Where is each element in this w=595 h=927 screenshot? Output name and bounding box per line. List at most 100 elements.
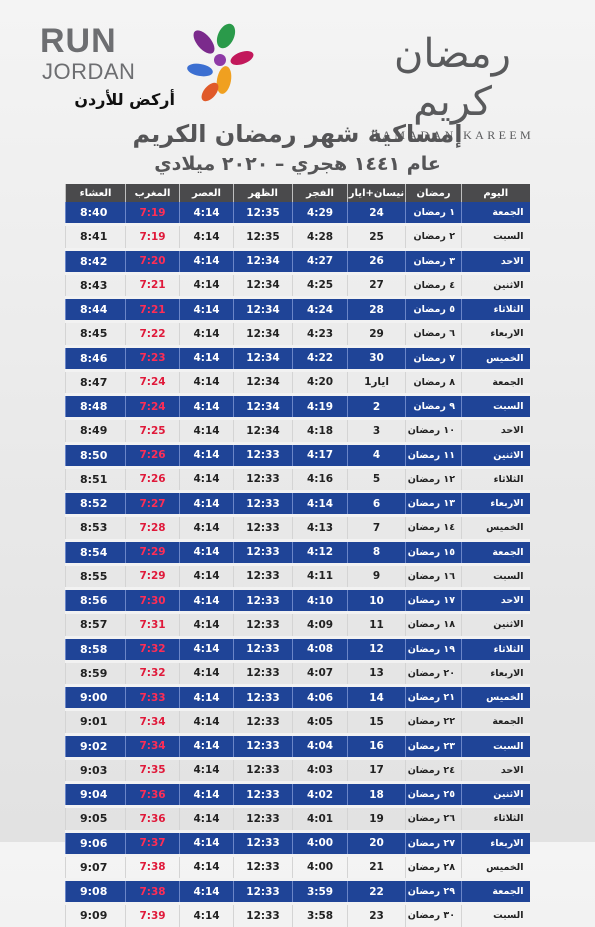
cell-fajr: 4:18 xyxy=(292,417,348,443)
cell-greg: 21 xyxy=(347,853,406,880)
cell-isha: 8:43 xyxy=(65,271,126,298)
cell-fajr: 4:04 xyxy=(292,732,348,759)
cell-fajr: 4:06 xyxy=(292,683,348,710)
cell-dhuhr: 12:34 xyxy=(233,344,293,371)
cell-greg: 3 xyxy=(347,417,406,443)
cell-ramadan: ١٨ رمضان xyxy=(405,611,462,637)
cell-day: السبت xyxy=(461,392,530,419)
cell-ramadan: ٢ رمضان xyxy=(405,223,462,249)
cell-day: الخميس xyxy=(461,514,530,540)
cell-isha: 8:45 xyxy=(65,320,126,346)
cell-asr: 4:14 xyxy=(179,489,234,516)
cell-ramadan: ٢٧ رمضان xyxy=(405,829,462,856)
cell-asr: 4:14 xyxy=(179,611,234,637)
cell-fajr: 4:00 xyxy=(292,829,348,856)
cell-fajr: 4:25 xyxy=(292,271,348,298)
cell-maghrib: 7:26 xyxy=(125,441,180,468)
cell-day: السبت xyxy=(461,223,530,249)
cell-ramadan: ٥ رمضان xyxy=(405,295,462,322)
cell-dhuhr: 12:33 xyxy=(233,611,293,637)
cell-asr: 4:14 xyxy=(179,320,234,346)
cell-asr: 4:14 xyxy=(179,441,234,468)
cell-fajr: 4:10 xyxy=(292,586,348,613)
cell-day: الاثنين xyxy=(461,611,530,637)
cell-asr: 4:14 xyxy=(179,853,234,880)
cell-dhuhr: 12:34 xyxy=(233,417,293,443)
cell-maghrib: 7:35 xyxy=(125,756,180,783)
cell-fajr: 4:03 xyxy=(292,756,348,783)
ramadan-kareem-latin: RAMADAN KAREEM xyxy=(370,128,535,142)
table-row: 8:41 7:19 4:14 12:35 4:28 25 ٢ رمضان السبت xyxy=(65,223,530,249)
cell-day: الخميس xyxy=(461,344,530,371)
cell-isha: 8:40 xyxy=(65,202,126,225)
cell-isha: 9:00 xyxy=(65,683,126,710)
cell-ramadan: ١ رمضان xyxy=(405,202,462,225)
table-row: 8:43 7:21 4:14 12:34 4:25 27 ٤ رمضان الاثنين xyxy=(65,271,530,298)
cell-ramadan: ٨ رمضان xyxy=(405,368,462,395)
cell-isha: 9:05 xyxy=(65,805,126,831)
cell-maghrib: 7:32 xyxy=(125,659,180,686)
jordan-wordmark: JORDAN xyxy=(42,59,136,84)
cell-maghrib: 7:28 xyxy=(125,514,180,540)
cell-ramadan: ٣٠ رمضان xyxy=(405,902,462,927)
cell-greg: 19 xyxy=(347,805,406,831)
cell-fajr: 4:28 xyxy=(292,223,348,249)
cell-maghrib: 7:36 xyxy=(125,780,180,807)
cell-day: الاربعاء xyxy=(461,320,530,346)
cell-asr: 4:14 xyxy=(179,368,234,395)
cell-ramadan: ٧ رمضان xyxy=(405,344,462,371)
col-header-asr: العصر xyxy=(179,184,234,202)
cell-maghrib: 7:29 xyxy=(125,562,180,589)
run-jordan-arabic: أركض للأردن xyxy=(74,90,175,109)
cell-ramadan: ١١ رمضان xyxy=(405,441,462,468)
cell-greg: 17 xyxy=(347,756,406,783)
table-row: 8:50 7:26 4:14 12:33 4:17 4 ١١ رمضان الاثنين xyxy=(65,441,530,468)
cell-isha: 8:53 xyxy=(65,514,126,540)
cell-fajr: 4:01 xyxy=(292,805,348,831)
cell-asr: 4:14 xyxy=(179,562,234,589)
cell-ramadan: ٤ رمضان xyxy=(405,271,462,298)
cell-asr: 4:14 xyxy=(179,247,234,274)
run-wordmark: RUN xyxy=(40,22,117,60)
table-row: 8:54 7:29 4:14 12:33 4:12 8 ١٥ رمضان الجمعة xyxy=(65,538,530,565)
table-row: 9:01 7:34 4:14 12:33 4:05 15 ٢٢ رمضان الجمعة xyxy=(65,708,530,734)
cell-fajr: 4:19 xyxy=(292,392,348,419)
table-row: 9:08 7:38 4:14 12:33 3:59 22 ٢٩ رمضان الجمعة xyxy=(65,877,530,904)
cell-maghrib: 7:22 xyxy=(125,320,180,346)
cell-maghrib: 7:24 xyxy=(125,392,180,419)
cell-fajr: 4:29 xyxy=(292,202,348,225)
cell-dhuhr: 12:33 xyxy=(233,853,293,880)
cell-fajr: 4:22 xyxy=(292,344,348,371)
cell-asr: 4:14 xyxy=(179,417,234,443)
table-row: 8:52 7:27 4:14 12:33 4:14 6 ١٣ رمضان الاربعاء xyxy=(65,489,530,516)
cell-fajr: 4:09 xyxy=(292,611,348,637)
cell-asr: 4:14 xyxy=(179,202,234,225)
cell-day: الثلاثاء xyxy=(461,295,530,322)
table-row: 9:09 7:39 4:14 12:33 3:58 23 ٣٠ رمضان السبت xyxy=(65,902,530,927)
cell-asr: 4:14 xyxy=(179,295,234,322)
cell-maghrib: 7:29 xyxy=(125,538,180,565)
cell-greg: 23 xyxy=(347,902,406,927)
cell-ramadan: ٢٩ رمضان xyxy=(405,877,462,904)
cell-greg: 12 xyxy=(347,635,406,662)
cell-ramadan: ٢٠ رمضان xyxy=(405,659,462,686)
cell-greg: 8 xyxy=(347,538,406,565)
cell-greg: 28 xyxy=(347,295,406,322)
ramadan-kareem-arabic: رمضان كريم xyxy=(394,31,511,125)
cell-ramadan: ٢٨ رمضان xyxy=(405,853,462,880)
col-header-day: اليوم xyxy=(461,184,530,202)
cell-greg: 1ايار xyxy=(347,368,406,395)
cell-greg: 25 xyxy=(347,223,406,249)
cell-asr: 4:14 xyxy=(179,344,234,371)
table-row: 9:07 7:38 4:14 12:33 4:00 21 ٢٨ رمضان الخميس xyxy=(65,853,530,880)
cell-fajr: 4:00 xyxy=(292,853,348,880)
cell-asr: 4:14 xyxy=(179,514,234,540)
cell-asr: 4:14 xyxy=(179,392,234,419)
cell-isha: 8:50 xyxy=(65,441,126,468)
cell-day: الاحد xyxy=(461,417,530,443)
cell-asr: 4:14 xyxy=(179,538,234,565)
cell-day: السبت xyxy=(461,562,530,589)
cell-maghrib: 7:19 xyxy=(125,202,180,225)
cell-asr: 4:14 xyxy=(179,586,234,613)
cell-day: الاربعاء xyxy=(461,489,530,516)
